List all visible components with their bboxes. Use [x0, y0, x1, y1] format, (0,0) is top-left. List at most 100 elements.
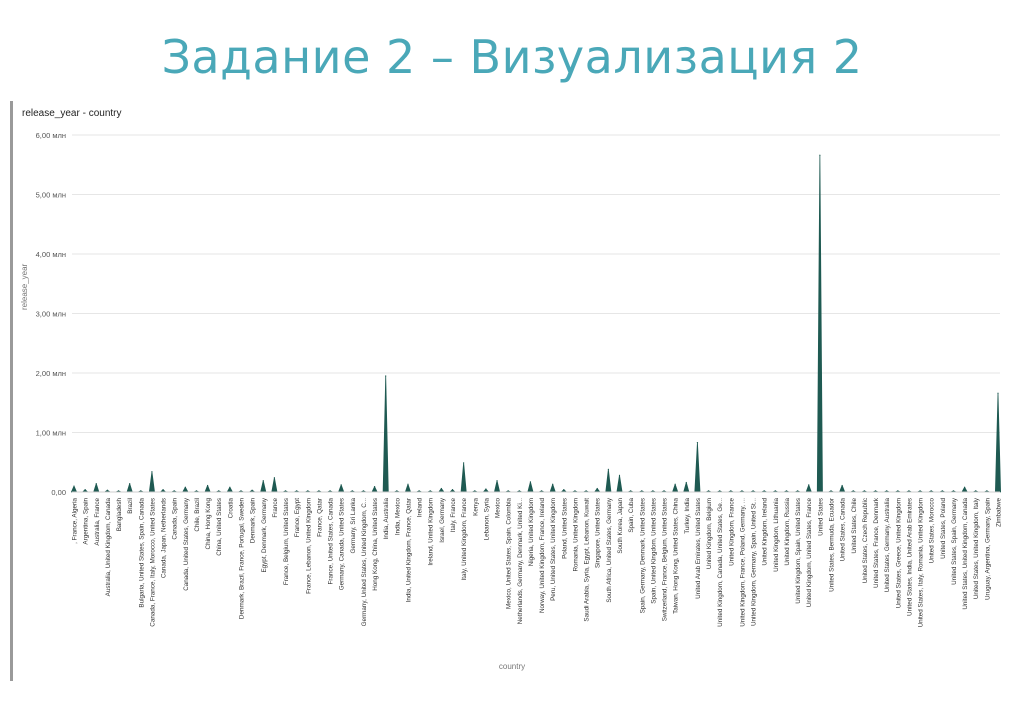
data-point	[808, 484, 810, 486]
data-point	[919, 490, 921, 492]
x-tick-label: Mexico	[495, 498, 502, 518]
data-point	[307, 490, 309, 492]
x-tick-label: Croatia	[227, 498, 234, 519]
data-point	[340, 484, 342, 486]
x-tick-label: Spain, United Kingdom, United States	[650, 498, 657, 604]
data-point	[73, 485, 75, 487]
x-tick-label: United Kingdom, Ireland	[762, 498, 769, 566]
x-tick-label: South Africa, United States, Germany	[606, 497, 613, 603]
data-point	[129, 483, 131, 485]
data-point	[975, 490, 977, 492]
data-point	[507, 490, 509, 492]
data-point	[229, 486, 231, 488]
data-point	[296, 490, 298, 492]
data-point	[429, 490, 431, 492]
data-point	[184, 486, 186, 488]
x-tick-label: United States, Morocco	[929, 498, 936, 564]
data-point	[362, 490, 365, 492]
x-tick-label: United Arab Emirates, United States	[695, 498, 702, 599]
x-tick-label: Mexico, United States, Spain, Colombia	[506, 498, 513, 609]
data-point	[485, 488, 487, 490]
x-tick-label: Norway, United Kingdom, France, Ireland	[539, 498, 546, 614]
x-tick-label: France, Egypt	[294, 498, 301, 537]
data-point	[585, 490, 587, 492]
x-tick-label: Germany, Canada, United States	[339, 498, 346, 590]
x-tick-label: Romania, United Kingdom	[572, 498, 579, 572]
x-tick-label: Peru, United States, United Kingdom	[550, 498, 557, 601]
x-tick-label: United States, United Kingdom, Italy	[973, 497, 980, 599]
data-point	[663, 490, 665, 492]
data-point	[418, 490, 420, 492]
data-point	[206, 484, 209, 487]
x-tick-label: Poland, United States	[561, 498, 568, 559]
y-tick-label: 3,00 млн	[36, 310, 66, 319]
x-tick-label: France, Lebanon, United Kingdom	[305, 498, 312, 594]
x-tick-label: Kenya	[472, 498, 479, 516]
y-tick-label: 1,00 млн	[36, 429, 66, 438]
data-point	[596, 487, 598, 490]
data-point	[529, 481, 532, 483]
x-tick-label: Canada, Japan, Netherlands	[161, 498, 168, 578]
x-tick-label: Argentina, Spain	[83, 498, 90, 545]
x-tick-label: United States, Poland	[940, 498, 947, 559]
data-point	[908, 490, 910, 492]
data-point	[652, 490, 654, 492]
x-tick-label: United Kingdom, Lithuania	[773, 498, 780, 572]
x-tick-label: United States	[817, 498, 824, 536]
chart-title: release_year - country	[22, 108, 122, 119]
x-tick-label: Canada, France, Italy, Morocco, United S…	[149, 498, 156, 627]
y-tick-label: 0,00	[51, 488, 66, 497]
x-tick-label: China, United States	[216, 498, 223, 556]
x-tick-label: United Kingdom, France, Poland, Germany,…	[739, 498, 746, 627]
data-point	[440, 487, 442, 490]
data-point	[874, 490, 877, 492]
data-point	[563, 489, 565, 491]
data-point	[741, 490, 743, 492]
data-point	[140, 490, 142, 492]
slide-title: Задание 2 – Визуализация 2	[161, 30, 863, 84]
x-tick-label: Canada, United States, Germany	[183, 497, 190, 591]
x-tick-label: United States, Greece, United Kingdom	[895, 498, 902, 608]
x-axis-title: country	[498, 662, 526, 671]
data-point	[897, 490, 899, 492]
data-point	[552, 483, 554, 485]
x-tick-label: Zimbabwe	[996, 498, 1003, 528]
series-area	[71, 154, 1001, 493]
data-point	[986, 490, 988, 492]
y-tick-label: 5,00 млн	[36, 191, 66, 200]
x-tick-label: United Kingdom, Russia	[784, 498, 791, 566]
y-tick-label: 2,00 млн	[36, 369, 66, 378]
x-tick-label: Australia, United Kingdom, Canada	[105, 498, 112, 597]
data-point	[329, 490, 331, 492]
data-point	[852, 490, 854, 492]
x-tick-label: United Kingdom, United States, France	[806, 498, 813, 608]
data-point	[707, 490, 710, 492]
x-tick-label: South Korea, Japan	[617, 498, 624, 554]
data-point	[273, 477, 275, 479]
data-point	[730, 490, 732, 492]
data-point	[540, 490, 543, 492]
y-tick-label: 4,00 млн	[36, 250, 66, 259]
x-tick-label: Italy, France	[450, 498, 457, 533]
chart-frame	[10, 101, 1010, 681]
data-point	[841, 484, 843, 487]
x-tick-label: Italy, United Kingdom, France	[461, 498, 468, 581]
data-point	[463, 462, 465, 464]
data-point	[173, 490, 175, 492]
x-tick-label: United States, Germany, Australia	[884, 498, 891, 593]
x-tick-label: United Kingdom, Germany, Spain, United S…	[751, 498, 758, 626]
x-tick-label: France, United States, Canada	[328, 498, 335, 585]
data-point	[262, 480, 264, 482]
data-point	[641, 490, 643, 492]
x-tick-label: Taiwan, Hong Kong, United States, China	[673, 498, 680, 614]
x-tick-label: United States, United Kingdom, Canada	[962, 498, 969, 610]
data-point	[797, 490, 799, 492]
x-tick-label: Singapore, United States	[595, 498, 602, 568]
x-tick-label: Spain, Cuba	[628, 498, 635, 533]
data-point	[630, 490, 632, 492]
data-point	[451, 489, 454, 491]
data-point	[151, 471, 153, 473]
x-tick-label: Turkey, India	[684, 498, 691, 534]
data-point	[407, 483, 409, 485]
